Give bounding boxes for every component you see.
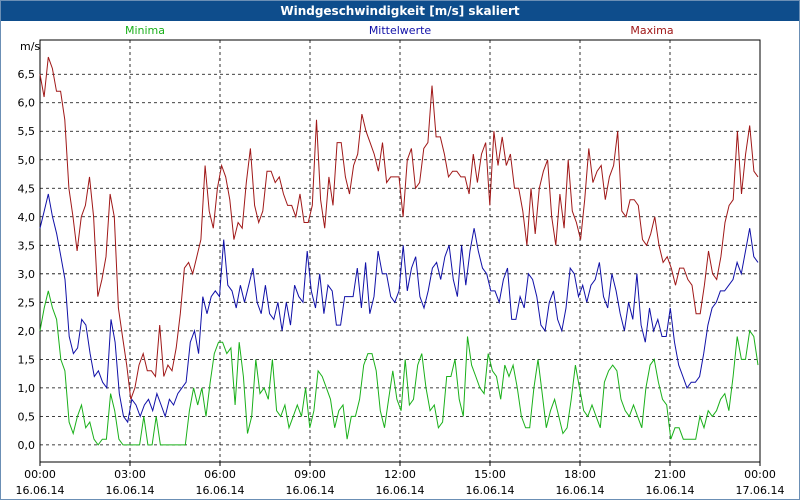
legend: Minima Mittelwerte Maxima	[125, 24, 674, 37]
y-tick-label: 0,0	[18, 439, 36, 452]
y-tick-label: 0,5	[18, 410, 36, 423]
series-line-mittelwerte	[39, 193, 759, 424]
x-tick-time: 18:00	[564, 468, 596, 481]
y-tick-label: 4,0	[18, 211, 36, 224]
y-tick-label: 6,0	[18, 97, 36, 110]
series-line-maxima	[39, 56, 759, 400]
y-tick-label: 1,5	[18, 353, 36, 366]
y-tick-label: 2,0	[18, 325, 36, 338]
y-tick-label: 6,5	[18, 68, 36, 81]
x-tick-time: 06:00	[204, 468, 236, 481]
x-tick-date: 16.06.14	[376, 484, 425, 497]
x-tick-time: 00:00	[24, 468, 56, 481]
x-tick-time: 03:00	[114, 468, 146, 481]
y-tick-label: 1,0	[18, 382, 36, 395]
legend-mittelwerte: Mittelwerte	[369, 24, 432, 37]
legend-minima: Minima	[125, 24, 165, 37]
y-tick-label: 5,0	[18, 154, 36, 167]
x-tick-date: 16.06.14	[556, 484, 605, 497]
y-tick-label: 4,5	[18, 182, 36, 195]
y-axis-label: m/s	[20, 40, 40, 53]
series-line-minima	[39, 290, 759, 446]
series-lines	[39, 56, 759, 446]
x-axis-ticks: 00:00 16.06.14 03:00 16.06.14 06:00 16.06.14 0…	[16, 462, 785, 497]
x-tick-date: 16.06.14	[286, 484, 335, 497]
x-tick-date: 16.06.14	[16, 484, 65, 497]
x-tick-date: 17.06.14	[736, 484, 785, 497]
y-axis-ticks: 0,0 0,5 1,0 1,5 2,0 2,5 3,0 3,5 4,0 4,5 5,0 5,5 6,0 6…	[18, 68, 36, 452]
y-tick-label: 3,0	[18, 268, 36, 281]
x-tick-time: 12:00	[384, 468, 416, 481]
x-tick-date: 16.06.14	[196, 484, 245, 497]
legend-maxima: Maxima	[630, 24, 673, 37]
y-tick-label: 5,5	[18, 125, 36, 138]
y-tick-label: 3,5	[18, 239, 36, 252]
x-tick-date: 16.06.14	[646, 484, 695, 497]
x-tick-date: 16.06.14	[466, 484, 515, 497]
grid-lines	[40, 40, 760, 462]
x-tick-date: 16.06.14	[106, 484, 155, 497]
chart-title: Windgeschwindigkeit [m/s] skaliert	[1, 1, 799, 21]
x-tick-time: 21:00	[654, 468, 686, 481]
x-tick-time: 09:00	[294, 468, 326, 481]
x-tick-time: 00:00	[744, 468, 776, 481]
x-tick-time: 15:00	[474, 468, 506, 481]
y-tick-label: 2,5	[18, 296, 36, 309]
